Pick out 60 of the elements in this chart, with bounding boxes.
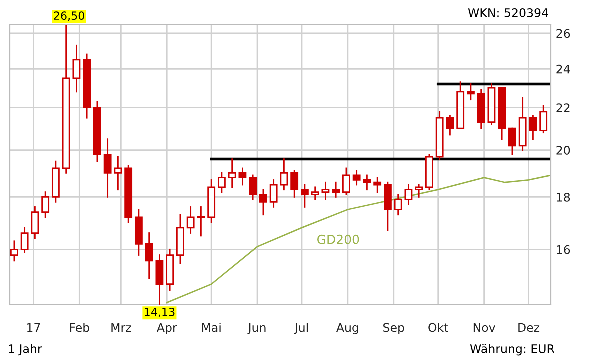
candlestick	[540, 105, 548, 134]
candlestick	[218, 172, 226, 193]
candlestick	[228, 158, 236, 188]
x-tick-label: Aug	[336, 323, 358, 334]
candlestick	[352, 170, 361, 186]
annotation: 14,13	[145, 308, 175, 318]
text: 1 Jahr	[9, 344, 42, 356]
candlestick	[280, 158, 288, 191]
candlestick	[20, 227, 29, 254]
x-tick-label: Apr	[156, 323, 178, 334]
annotation: 26,50	[54, 12, 84, 22]
y-tick-label: 24	[556, 64, 570, 74]
x-tick-label: Sep	[384, 323, 404, 334]
candlestick	[197, 206, 206, 237]
y-tick-label: 18	[557, 192, 570, 202]
candlestick	[114, 156, 122, 191]
x-tick-label: Nov	[474, 323, 496, 332]
candlestick	[10, 240, 18, 262]
x-tick-label: Feb	[70, 323, 90, 332]
y-tick-label: 26	[556, 29, 570, 38]
candlestick	[322, 182, 330, 200]
candlestick	[467, 84, 475, 101]
candlestick	[301, 184, 309, 208]
candlestick	[260, 189, 268, 216]
x-tick-label: Okt	[428, 323, 448, 332]
candlestick	[415, 184, 424, 198]
y-tick-label: 16	[557, 245, 570, 254]
candlestick	[404, 184, 413, 206]
line-series	[166, 174, 551, 304]
candlestick	[342, 168, 350, 196]
text: WKN: 520394	[468, 8, 548, 18]
candlestick	[363, 174, 372, 191]
x-tick-label: 17	[28, 323, 40, 332]
candlestick	[529, 115, 538, 140]
x-tick-label: Jul	[294, 323, 308, 334]
y-tick-label: 20	[556, 146, 570, 155]
candlestick	[508, 128, 516, 156]
y-tick-label: 22	[556, 104, 570, 112]
candlestick	[332, 182, 340, 198]
candlestick	[72, 44, 81, 93]
candlestick	[186, 206, 195, 234]
candlestick	[374, 177, 382, 193]
candlestick	[311, 186, 320, 200]
candlestick	[145, 232, 154, 280]
candlestick	[394, 194, 402, 216]
x-tick-label: Mai	[202, 323, 221, 332]
candlestick	[249, 174, 258, 200]
candlestick	[42, 192, 50, 218]
candlestick	[31, 206, 40, 240]
candlestick	[104, 138, 112, 198]
text: Währung: EUR	[470, 344, 555, 356]
x-tick-label: Jun	[248, 323, 266, 334]
candlestick	[270, 180, 278, 208]
candlestick	[238, 168, 247, 186]
candlestick	[156, 254, 164, 305]
series-label: GD200	[318, 234, 360, 244]
candlestick	[290, 170, 299, 198]
x-tick-label: Mrz	[112, 323, 132, 332]
candlestick	[446, 115, 454, 136]
x-tick-label: Dez	[518, 323, 540, 332]
